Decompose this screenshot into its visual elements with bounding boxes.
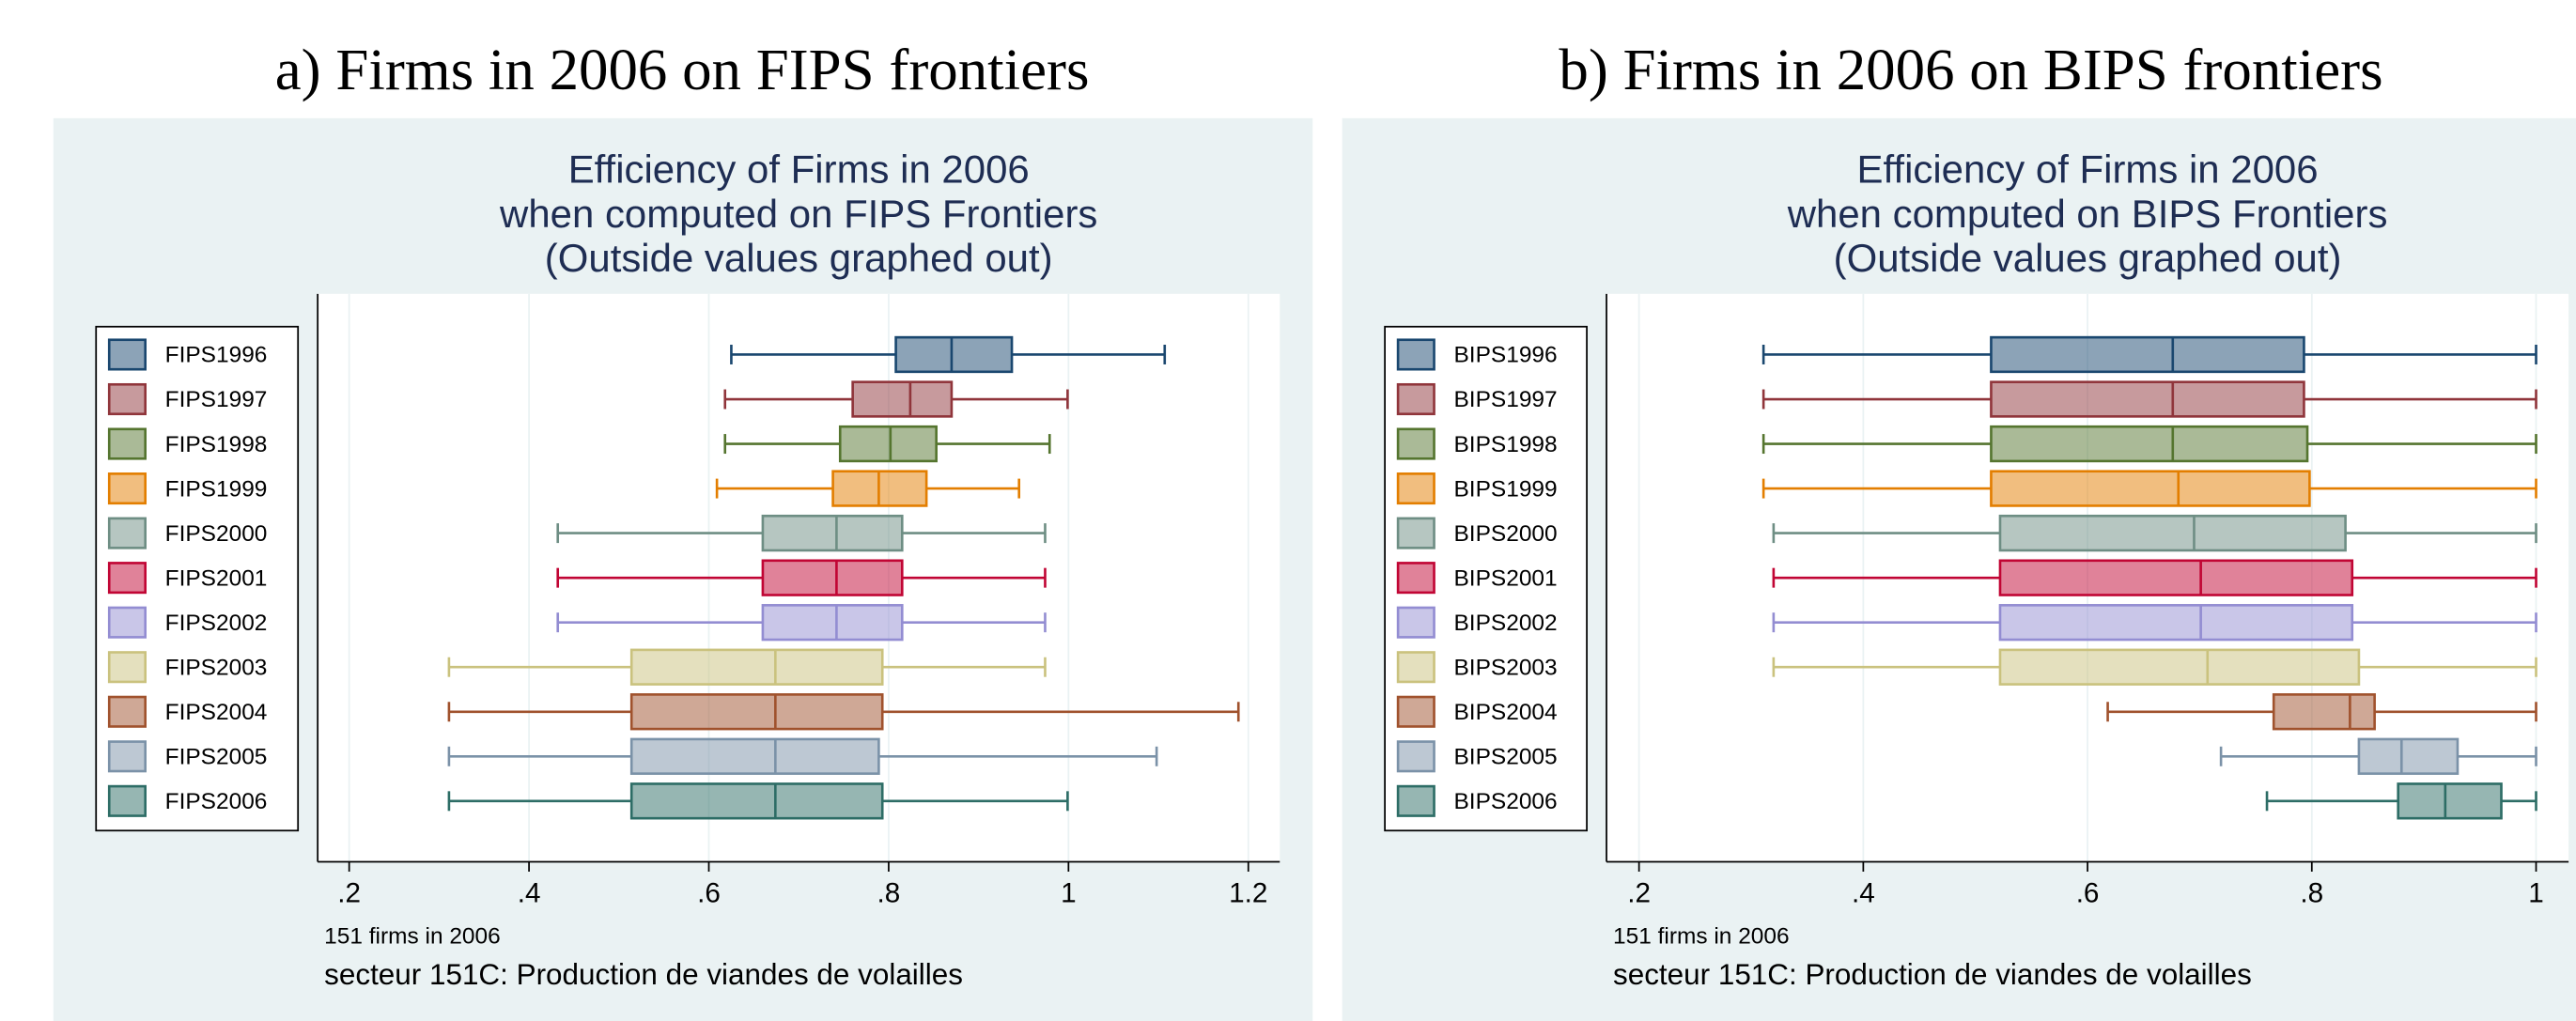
legend-label: BIPS2003 <box>1454 655 1558 680</box>
panel-title: b) Firms in 2006 on BIPS frontiers <box>1559 37 2382 102</box>
legend-label: BIPS2002 <box>1454 611 1558 636</box>
legend-swatch <box>1396 740 1435 773</box>
box <box>894 335 1014 374</box>
box <box>2357 737 2460 775</box>
legend-label: BIPS1999 <box>1454 476 1558 502</box>
legend-label: BIPS2005 <box>1454 745 1558 770</box>
legend-swatch <box>1396 562 1435 595</box>
x-tick-label: .8 <box>877 877 901 908</box>
box <box>1998 514 2347 552</box>
legend-swatch <box>107 740 147 773</box>
chart-title: when computed on BIPS Frontiers <box>1787 192 2388 236</box>
legend-swatch <box>107 695 147 728</box>
x-tick-label: .2 <box>1627 877 1651 908</box>
x-tick-label: .4 <box>518 877 541 908</box>
chart-title: Efficiency of Firms in 2006 <box>1857 147 2319 192</box>
x-tick-label: 1.2 <box>1229 877 1267 908</box>
legend-label: FIPS1998 <box>165 432 268 457</box>
x-tick-label: .8 <box>2300 877 2323 908</box>
chart-title: Efficiency of Firms in 2006 <box>568 147 1030 192</box>
box <box>838 425 938 463</box>
legend-label: FIPS2005 <box>165 745 268 770</box>
box <box>1990 425 2309 463</box>
box <box>629 737 880 775</box>
legend-label: BIPS1997 <box>1454 387 1558 412</box>
box <box>2397 782 2503 820</box>
legend-label: FIPS2006 <box>165 789 268 814</box>
chart-title: (Outside values graphed out) <box>1834 236 2342 280</box>
legend-swatch <box>107 784 147 817</box>
x-tick-label: .4 <box>1852 877 1875 908</box>
legend-swatch <box>107 427 147 460</box>
box <box>1998 604 2354 642</box>
box <box>1998 559 2354 596</box>
legend-label: BIPS2001 <box>1454 565 1558 591</box>
legend-label: BIPS2000 <box>1454 521 1558 547</box>
legend-swatch <box>1396 338 1435 371</box>
chart-title: when computed on FIPS Frontiers <box>499 192 1097 236</box>
chart-title: (Outside values graphed out) <box>545 236 1053 280</box>
legend-swatch <box>1396 651 1435 684</box>
legend-swatch <box>1396 472 1435 505</box>
legend-swatch <box>1396 695 1435 728</box>
box <box>1990 380 2305 418</box>
box <box>2272 693 2376 731</box>
legend-swatch <box>1396 784 1435 817</box>
x-tick-label: 1 <box>2528 877 2544 908</box>
legend-label: FIPS2004 <box>165 700 268 725</box>
legend-swatch <box>107 382 147 416</box>
legend-label: FIPS1999 <box>165 476 268 502</box>
legend-swatch <box>107 517 147 549</box>
legend-swatch <box>107 651 147 684</box>
legend-swatch <box>1396 382 1435 416</box>
legend-label: FIPS1997 <box>165 387 268 412</box>
note: secteur 151C: Production de viandes de v… <box>324 958 963 991</box>
x-tick-label: 1 <box>1061 877 1077 908</box>
legend-label: BIPS2004 <box>1454 700 1558 725</box>
legend-label: BIPS2006 <box>1454 789 1558 814</box>
box <box>761 514 904 552</box>
box <box>761 604 904 642</box>
legend-label: FIPS2002 <box>165 611 268 636</box>
legend-label: FIPS2000 <box>165 521 268 547</box>
note: 151 firms in 2006 <box>324 923 501 949</box>
legend-label: BIPS1996 <box>1454 343 1558 368</box>
box <box>1990 335 2305 374</box>
box <box>851 380 954 418</box>
box <box>1990 470 2311 507</box>
panel-title: a) Firms in 2006 on FIPS frontiers <box>275 37 1090 102</box>
legend-swatch <box>1396 606 1435 639</box>
box <box>1998 648 2361 686</box>
box <box>761 559 904 596</box>
legend-label: FIPS2003 <box>165 655 268 680</box>
legend-swatch <box>1396 427 1435 460</box>
note: 151 firms in 2006 <box>1613 923 1790 949</box>
legend-swatch <box>1396 517 1435 549</box>
legend-swatch <box>107 562 147 595</box>
box <box>629 782 884 820</box>
x-tick-label: .6 <box>2076 877 2100 908</box>
box <box>629 648 884 686</box>
legend-swatch <box>107 472 147 505</box>
box <box>629 693 884 731</box>
legend-label: BIPS1998 <box>1454 432 1558 457</box>
legend-label: FIPS1996 <box>165 343 268 368</box>
x-tick-label: .2 <box>337 877 361 908</box>
legend-label: FIPS2001 <box>165 565 268 591</box>
x-tick-label: .6 <box>697 877 721 908</box>
legend-swatch <box>107 606 147 639</box>
legend-swatch <box>107 338 147 371</box>
note: secteur 151C: Production de viandes de v… <box>1613 958 2252 991</box>
